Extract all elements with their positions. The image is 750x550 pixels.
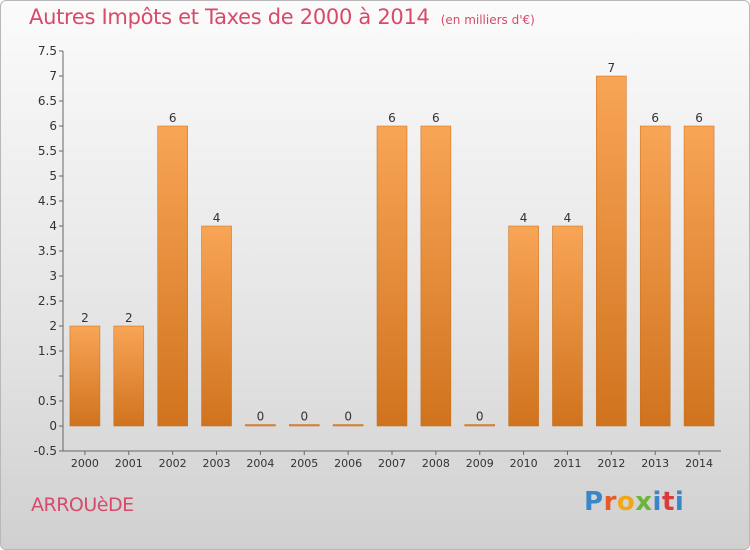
x-tick-label: 2002 [159,457,187,470]
bar-2007 [376,125,408,427]
bar-2012 [596,75,627,427]
bar-2005 [289,424,320,427]
bar-value-label: 2 [125,311,133,325]
y-tick-label: 0.5 [38,394,57,408]
logo-letter: i [674,487,685,517]
logo-letter: P [584,487,604,517]
bar-2013 [639,125,671,427]
bar-value-label: 6 [651,111,659,125]
proxiti-logo[interactable]: Proxiti [584,487,684,517]
bar-value-label: 2 [81,311,89,325]
y-tick-label: 5 [49,169,57,183]
bar-2001 [113,325,145,427]
chart-unit: (en milliers d'€) [440,13,535,27]
x-tick-label: 2013 [641,457,669,470]
x-tick-label: 2003 [203,457,231,470]
logo-letter: o [616,487,636,517]
y-tick-label: 2 [49,319,57,333]
x-tick-label: 2014 [685,457,713,470]
logo-letter: r [603,487,617,517]
y-tick-label: 2.5 [38,294,57,308]
x-tick-label: 2010 [510,457,538,470]
y-tick-label: 3.5 [38,244,57,258]
bar-2014 [683,125,715,427]
bar-value-label: 6 [169,111,177,125]
bar-2010 [508,225,539,427]
bar-value-label: 4 [564,211,572,225]
y-tick-label: 6.5 [38,94,57,108]
bar-2011 [552,225,583,427]
bar-value-label: 6 [695,111,703,125]
bar-value-label: 7 [608,61,616,75]
x-tick-label: 2005 [290,457,318,470]
bar-2000 [69,325,101,427]
bar-value-label: 4 [520,211,528,225]
commune-name: ARROUèDE [31,494,134,516]
x-tick-label: 2007 [378,457,406,470]
x-tick-label: 2011 [553,457,581,470]
x-tick-label: 2006 [334,457,362,470]
x-tick-label: 2004 [246,457,274,470]
bar-2008 [420,125,452,427]
y-tick-label: 7.5 [38,44,57,58]
x-tick-label: 2001 [115,457,143,470]
chart-title-block: Autres Impôts et Taxes de 2000 à 2014 (e… [29,5,535,29]
bar-2003 [201,225,232,427]
bar-value-label: 0 [300,410,308,424]
y-tick-label: 1.5 [38,344,57,358]
y-tick-label: -0.5 [34,444,57,458]
x-tick-label: 2009 [466,457,494,470]
y-tick-label: 3 [49,269,57,283]
logo-letter: i [652,487,662,517]
bar-value-label: 4 [213,211,221,225]
bar-2006 [332,424,364,427]
bar-value-label: 6 [388,111,396,125]
bar-value-label: 0 [476,410,484,424]
bar-value-label: 0 [344,410,352,424]
y-tick-label: 7 [49,69,57,83]
bar-2004 [245,424,276,427]
y-tick-label: 4.5 [38,194,57,208]
chart-title: Autres Impôts et Taxes de 2000 à 2014 [29,5,430,29]
y-tick-label: 4 [49,219,57,233]
bar-2002 [157,125,188,427]
x-tick-label: 2012 [597,457,625,470]
x-tick-label: 2008 [422,457,450,470]
y-tick-label: 5.5 [38,144,57,158]
y-tick-label: 0 [49,419,57,433]
x-tick-label: 2000 [71,457,99,470]
bar-2009 [464,424,495,427]
logo-letter: t [661,487,675,517]
bar-value-label: 0 [257,410,265,424]
y-tick-label: 6 [49,119,57,133]
bar-value-label: 6 [432,111,440,125]
logo-letter: x [635,487,653,517]
